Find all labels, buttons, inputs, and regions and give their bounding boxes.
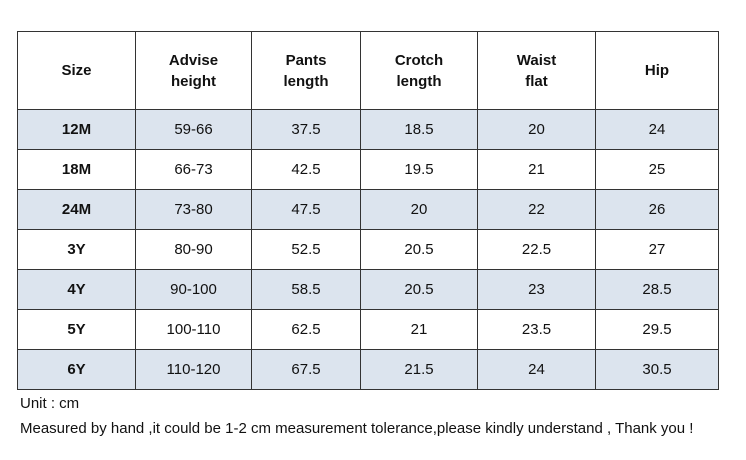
value-cell: 66-73 bbox=[135, 149, 252, 190]
value-cell: 62.5 bbox=[251, 309, 361, 350]
value-cell: 30.5 bbox=[595, 349, 719, 390]
value-cell: 26 bbox=[595, 189, 719, 230]
size-cell: 18M bbox=[17, 149, 136, 190]
header-line: Pants bbox=[285, 51, 327, 69]
value-cell: 27 bbox=[595, 229, 719, 270]
table-row: 6Y 110-120 67.5 21.5 24 30.5 bbox=[17, 349, 719, 390]
value-cell: 80-90 bbox=[135, 229, 252, 270]
value-cell: 73-80 bbox=[135, 189, 252, 230]
value-cell: 42.5 bbox=[251, 149, 361, 190]
header-line: length bbox=[396, 72, 442, 90]
table-row: 4Y 90-100 58.5 20.5 23 28.5 bbox=[17, 269, 719, 310]
value-cell: 37.5 bbox=[251, 109, 361, 150]
value-cell: 28.5 bbox=[595, 269, 719, 310]
value-cell: 23.5 bbox=[477, 309, 596, 350]
value-cell: 58.5 bbox=[251, 269, 361, 310]
header-cell: Pants length bbox=[251, 31, 361, 110]
value-cell: 47.5 bbox=[251, 189, 361, 230]
size-table: Size Advise height Pants length Crotch length W… bbox=[17, 31, 719, 390]
header-line: height bbox=[171, 72, 216, 90]
table-row: 5Y 100-110 62.5 21 23.5 29.5 bbox=[17, 309, 719, 350]
header-cell: Waist flat bbox=[477, 31, 596, 110]
value-cell: 59-66 bbox=[135, 109, 252, 150]
value-cell: 67.5 bbox=[251, 349, 361, 390]
value-cell: 52.5 bbox=[251, 229, 361, 270]
table-row: 24M 73-80 47.5 20 22 26 bbox=[17, 189, 719, 230]
header-line: Advise bbox=[168, 51, 219, 69]
value-cell: 20 bbox=[360, 189, 478, 230]
value-cell: 21.5 bbox=[360, 349, 478, 390]
value-cell: 18.5 bbox=[360, 109, 478, 150]
table-row: 12M 59-66 37.5 18.5 20 24 bbox=[17, 109, 719, 150]
size-cell: 3Y bbox=[17, 229, 136, 270]
value-cell: 21 bbox=[477, 149, 596, 190]
header-cell: Advise height bbox=[135, 31, 252, 110]
value-cell: 25 bbox=[595, 149, 719, 190]
header-line: Hip bbox=[644, 62, 670, 79]
header-line: Size bbox=[61, 62, 92, 79]
value-cell: 29.5 bbox=[595, 309, 719, 350]
value-cell: 24 bbox=[595, 109, 719, 150]
value-cell: 21 bbox=[360, 309, 478, 350]
value-cell: 23 bbox=[477, 269, 596, 310]
value-cell: 100-110 bbox=[135, 309, 252, 350]
header-row: Size Advise height Pants length Crotch length W… bbox=[17, 31, 719, 110]
value-cell: 24 bbox=[477, 349, 596, 390]
header-cell: Size bbox=[17, 31, 136, 110]
value-cell: 22.5 bbox=[477, 229, 596, 270]
value-cell: 20.5 bbox=[360, 269, 478, 310]
value-cell: 22 bbox=[477, 189, 596, 230]
tolerance-note: Measured by hand ,it could be 1-2 cm mea… bbox=[20, 420, 694, 437]
table-row: 3Y 80-90 52.5 20.5 22.5 27 bbox=[17, 229, 719, 270]
value-cell: 19.5 bbox=[360, 149, 478, 190]
header-cell: Hip bbox=[595, 31, 719, 110]
header-line: Waist bbox=[516, 51, 557, 69]
header-cell: Crotch length bbox=[360, 31, 478, 110]
header-line: length bbox=[283, 72, 329, 90]
value-cell: 20.5 bbox=[360, 229, 478, 270]
header-line: flat bbox=[525, 72, 548, 90]
unit-note: Unit : cm bbox=[20, 395, 80, 412]
size-cell: 5Y bbox=[17, 309, 136, 350]
value-cell: 110-120 bbox=[135, 349, 252, 390]
table-body: 12M 59-66 37.5 18.5 20 24 18M 66-73 42.5 19.5 21 25… bbox=[17, 109, 719, 390]
header-line: Crotch bbox=[394, 51, 444, 69]
value-cell: 90-100 bbox=[135, 269, 252, 310]
size-cell: 24M bbox=[17, 189, 136, 230]
size-cell: 6Y bbox=[17, 349, 136, 390]
size-cell: 4Y bbox=[17, 269, 136, 310]
value-cell: 20 bbox=[477, 109, 596, 150]
table-row: 18M 66-73 42.5 19.5 21 25 bbox=[17, 149, 719, 190]
size-cell: 12M bbox=[17, 109, 136, 150]
